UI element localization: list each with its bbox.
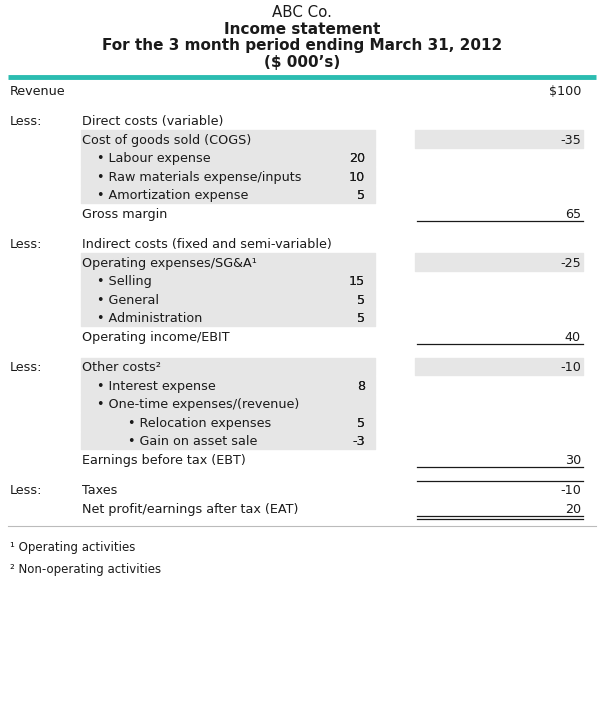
Text: 5: 5 (357, 294, 365, 307)
Text: • Interest expense: • Interest expense (97, 380, 216, 393)
Text: Less:: Less: (10, 361, 42, 374)
Text: 5: 5 (357, 294, 365, 307)
Text: Operating expenses/SG&A¹: Operating expenses/SG&A¹ (82, 257, 257, 270)
Text: • One-time expenses/(revenue): • One-time expenses/(revenue) (97, 398, 299, 411)
Text: 8: 8 (357, 380, 365, 393)
Text: Income statement: Income statement (224, 21, 380, 37)
Text: Less:: Less: (10, 115, 42, 128)
Text: Taxes: Taxes (82, 484, 117, 497)
Text: • Relocation expenses: • Relocation expenses (128, 417, 271, 430)
Text: 15: 15 (349, 275, 365, 288)
Text: 10: 10 (349, 171, 365, 184)
Text: 8: 8 (357, 380, 365, 393)
Text: -10: -10 (560, 361, 581, 374)
Text: • Amortization expense: • Amortization expense (97, 189, 248, 202)
Text: • Gain on asset sale: • Gain on asset sale (128, 435, 257, 448)
Text: -3: -3 (352, 435, 365, 448)
Text: 15: 15 (349, 275, 365, 288)
Text: 30: 30 (565, 454, 581, 467)
Text: • Raw materials expense/inputs: • Raw materials expense/inputs (97, 171, 301, 184)
Text: Direct costs (variable): Direct costs (variable) (82, 115, 223, 128)
Text: -25: -25 (561, 257, 581, 270)
Text: 20: 20 (565, 503, 581, 516)
Text: -10: -10 (560, 484, 581, 497)
Text: 10: 10 (349, 171, 365, 184)
Text: Cost of goods sold (COGS): Cost of goods sold (COGS) (82, 134, 251, 147)
Text: For the 3 month period ending March 31, 2012: For the 3 month period ending March 31, … (102, 38, 502, 53)
Text: 65: 65 (565, 208, 581, 221)
Text: ($ 000’s): ($ 000’s) (264, 54, 340, 70)
Text: • General: • General (97, 294, 159, 307)
Text: 20: 20 (349, 152, 365, 165)
Text: 5: 5 (357, 312, 365, 325)
Text: Indirect costs (fixed and semi-variable): Indirect costs (fixed and semi-variable) (82, 238, 332, 251)
Text: 5: 5 (357, 417, 365, 430)
Text: 20: 20 (349, 152, 365, 165)
Text: ABC Co.: ABC Co. (272, 5, 332, 20)
Text: Gross margin: Gross margin (82, 208, 167, 221)
Text: 5: 5 (357, 312, 365, 325)
Text: Net profit/earnings after tax (EAT): Net profit/earnings after tax (EAT) (82, 503, 298, 516)
Text: -3: -3 (352, 435, 365, 448)
Text: Less:: Less: (10, 484, 42, 497)
Text: -35: -35 (560, 134, 581, 147)
Text: • Labour expense: • Labour expense (97, 152, 211, 165)
Text: Earnings before tax (EBT): Earnings before tax (EBT) (82, 454, 246, 467)
Text: Operating income/EBIT: Operating income/EBIT (82, 331, 230, 344)
Text: • Administration: • Administration (97, 312, 202, 325)
Text: 5: 5 (357, 417, 365, 430)
Text: Less:: Less: (10, 238, 42, 251)
Text: $100: $100 (548, 85, 581, 98)
Text: 5: 5 (357, 189, 365, 202)
Text: ² Non-operating activities: ² Non-operating activities (10, 563, 161, 576)
Text: ¹ Operating activities: ¹ Operating activities (10, 541, 135, 554)
Text: Revenue: Revenue (10, 85, 66, 98)
Text: 5: 5 (357, 189, 365, 202)
Text: • Selling: • Selling (97, 275, 152, 288)
Text: Other costs²: Other costs² (82, 361, 161, 374)
Text: 40: 40 (565, 331, 581, 344)
